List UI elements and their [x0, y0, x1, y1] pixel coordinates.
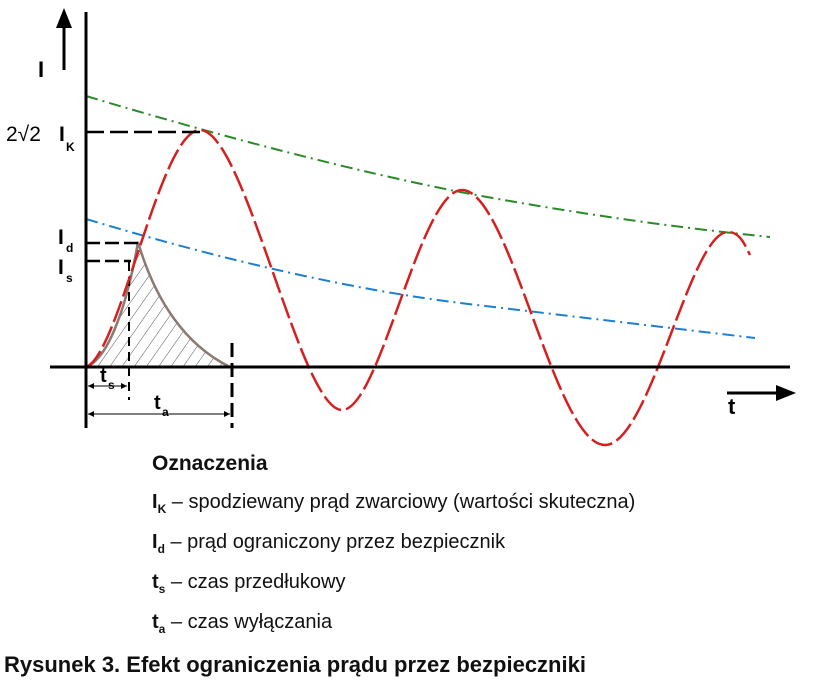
cutoff-sub-label: d	[66, 241, 73, 255]
legend-item: IK – spodziewany prąd zwarciowy (wartośc…	[152, 482, 635, 522]
ts-dimension-arrow-left	[88, 383, 94, 389]
y-axis-label: I	[38, 57, 44, 82]
legend-item: ta – czas wyłączania	[152, 602, 635, 642]
figure-caption: Rysunek 3. Efekt ograniczenia prądu prze…	[4, 652, 586, 677]
legend-symbol: ta	[152, 611, 166, 636]
legend-title: Oznaczenia	[152, 452, 268, 475]
ta-symbol-label: t	[154, 392, 161, 414]
x-axis-arrowhead	[776, 385, 796, 401]
limited-current-area	[85, 241, 231, 369]
legend: Oznaczenia IK – spodziewany prąd zwarcio…	[152, 452, 635, 642]
ts-symbol-label: t	[100, 365, 107, 387]
ta-dimension-arrow-left	[88, 411, 94, 417]
ts-sub-label: s	[108, 378, 115, 392]
x-axis-label: t	[728, 394, 736, 419]
y-axis-arrowhead	[56, 8, 72, 28]
legend-item: ts – czas przedłukowy	[152, 562, 635, 602]
current-limiting-diagram: I t 2√2 I K I d I s t s t a	[6, 8, 796, 447]
prearc-sub-label: s	[66, 271, 73, 285]
peak-prefix-label: 2√2	[6, 123, 41, 146]
cutoff-symbol-label: I	[58, 226, 64, 249]
peak-sub-label: K	[66, 140, 75, 154]
peak-symbol-label: I	[59, 123, 65, 146]
ts-dimension-arrow-right	[121, 383, 127, 389]
legend-text: – czas przedłukowy	[165, 571, 346, 593]
legend-text: – prąd ograniczony przez bezpiecznik	[164, 531, 506, 553]
prospective-current-curve	[85, 128, 752, 447]
legend-text: – czas wyłączania	[165, 611, 333, 633]
legend-item: Id – prąd ograniczony przez bezpiecznik	[152, 522, 635, 562]
legend-symbol: IK	[152, 491, 167, 516]
legend-symbol: ts	[152, 571, 166, 596]
legend-text: – spodziewany prąd zwarciowy (wartości s…	[166, 491, 636, 513]
prearc-symbol-label: I	[58, 256, 64, 279]
ta-sub-label: a	[162, 405, 169, 419]
upper-envelope-curve	[85, 95, 771, 238]
legend-symbol: Id	[152, 531, 165, 556]
lower-envelope-curve	[85, 218, 756, 339]
ta-dimension-arrow-right	[224, 411, 230, 417]
